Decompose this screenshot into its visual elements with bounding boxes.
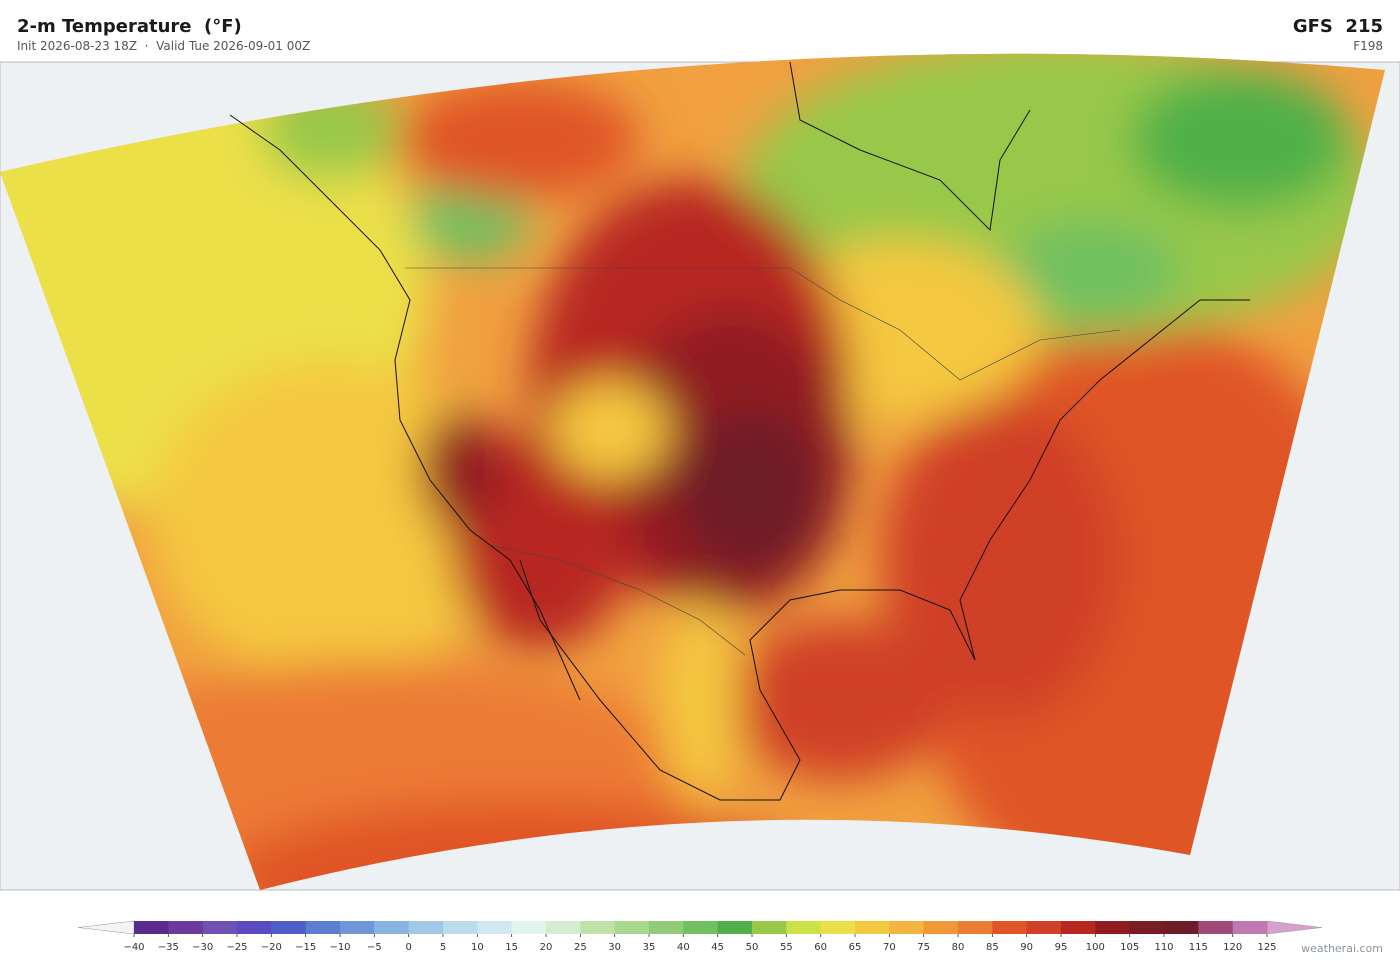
forecast-hour: F198 bbox=[1353, 39, 1383, 53]
colorbar-tick-label: 25 bbox=[574, 942, 587, 953]
colorbar-tick-label: 115 bbox=[1189, 942, 1208, 953]
colorbar-tick-label: 100 bbox=[1086, 942, 1105, 953]
coastlines bbox=[229, 61, 1250, 801]
colorbar-bin bbox=[889, 921, 925, 934]
colorbar-bin bbox=[477, 921, 513, 934]
colorbar-bin bbox=[923, 921, 959, 934]
colorbar-tick-label: 10 bbox=[471, 942, 484, 953]
colorbar-tick-label: 15 bbox=[505, 942, 518, 953]
colorbar-bin bbox=[683, 921, 719, 934]
colorbar-bin bbox=[1232, 921, 1268, 934]
colorbar-bin bbox=[237, 921, 272, 934]
colorbar: −40 −35 −30 −25 −20 −15 −10 −5 0 5 10 15 20 25 30 35 40 4… bbox=[77, 920, 1323, 953]
colorbar-tick-label: −5 bbox=[367, 942, 382, 953]
colorbar-tick-label: 120 bbox=[1223, 942, 1242, 953]
colorbar-bin bbox=[1129, 921, 1165, 934]
colorbar-tick-label: 110 bbox=[1154, 942, 1173, 953]
colorbar-bin bbox=[717, 921, 753, 934]
colorbar-tick-label: 60 bbox=[814, 942, 827, 953]
colorbar-bin bbox=[168, 921, 204, 934]
colorbar-bin bbox=[340, 921, 375, 934]
colorbar-bin bbox=[649, 921, 684, 934]
colorbar-bin bbox=[614, 921, 650, 934]
colorbar-bin bbox=[958, 921, 993, 934]
colorbar-bin bbox=[202, 921, 238, 934]
colorbar-tick-label: 85 bbox=[986, 942, 999, 953]
colorbar-tick-label: 65 bbox=[849, 942, 862, 953]
colorbar-under bbox=[77, 920, 135, 935]
colorbar-bin bbox=[992, 921, 1028, 934]
colorbar-bin bbox=[511, 921, 547, 934]
colorbar-tick-label: 55 bbox=[780, 942, 793, 953]
colorbar-tick-label: −35 bbox=[158, 942, 179, 953]
colorbar-tick-label: 90 bbox=[1020, 942, 1033, 953]
colorbar-bin bbox=[820, 921, 856, 934]
colorbar-over bbox=[1266, 920, 1323, 935]
model-label: GFS 215 bbox=[1292, 16, 1383, 37]
colorbar-bin bbox=[1198, 921, 1234, 934]
colorbar-bin bbox=[1095, 921, 1131, 934]
colorbar-tick-label: 50 bbox=[746, 942, 759, 953]
colorbar-bin bbox=[408, 921, 444, 934]
colorbar-bin bbox=[374, 921, 410, 934]
colorbar-bin bbox=[1061, 921, 1096, 934]
colorbar-bin bbox=[134, 921, 169, 934]
colorbar-bin bbox=[855, 921, 890, 934]
colorbar-tick-label: −20 bbox=[261, 942, 282, 953]
colorbar-tick-label: −30 bbox=[192, 942, 213, 953]
colorbar-bin bbox=[443, 921, 478, 934]
colorbar-tick-label: −40 bbox=[123, 942, 144, 953]
map-subtitle: Init 2026-08-23 18Z · Valid Tue 2026-09-… bbox=[17, 39, 311, 53]
colorbar-tick-label: 45 bbox=[711, 942, 724, 953]
colorbar-tick-label: 0 bbox=[405, 942, 411, 953]
colorbar-tick-label: 125 bbox=[1257, 942, 1276, 953]
colorbar-tick-label: 95 bbox=[1055, 942, 1068, 953]
colorbar-bin bbox=[786, 921, 822, 934]
colorbar-tick-label: 35 bbox=[643, 942, 656, 953]
colorbar-bin bbox=[1164, 921, 1199, 934]
colorbar-tick-label: 105 bbox=[1120, 942, 1139, 953]
colorbar-tick-label: 70 bbox=[883, 942, 896, 953]
colorbar-tick-label: 5 bbox=[440, 942, 446, 953]
colorbar-tick-label: 30 bbox=[608, 942, 621, 953]
colorbar-bin bbox=[546, 921, 581, 934]
colorbar-bin bbox=[271, 921, 307, 934]
colorbar-tick-label: 20 bbox=[540, 942, 553, 953]
colorbar-tick-label: 75 bbox=[917, 942, 930, 953]
credit: weatherai.com bbox=[1301, 942, 1383, 955]
colorbar-bin bbox=[1026, 921, 1062, 934]
colorbar-tick-label: −10 bbox=[329, 942, 350, 953]
borders bbox=[405, 267, 1121, 656]
map-title: 2-m Temperature (°F) bbox=[17, 16, 242, 37]
colorbar-bin bbox=[752, 921, 787, 934]
colorbar-tick-label: 40 bbox=[677, 942, 690, 953]
colorbar-bin bbox=[305, 921, 341, 934]
colorbar-tick-label: 80 bbox=[952, 942, 965, 953]
colorbar-tick-label: −15 bbox=[295, 942, 316, 953]
colorbar-bin bbox=[580, 921, 616, 934]
colorbar-tick-label: −25 bbox=[226, 942, 247, 953]
